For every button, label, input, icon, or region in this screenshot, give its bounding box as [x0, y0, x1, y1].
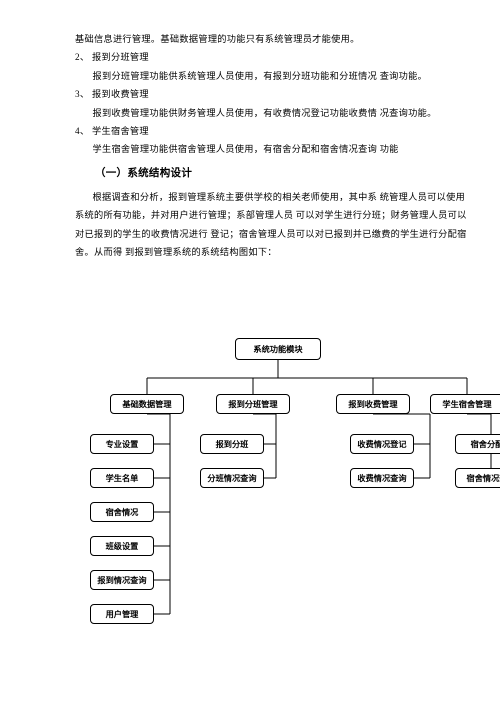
para-5: 根据调查和分析，报到管理系统主要供学校的相关老师使用，其中系 统管理人员可以使用…: [75, 188, 470, 262]
para-4: 学生宿舍管理功能供宿舍管理人员使用，有宿舍分配和宿舍情况查询 功能: [75, 140, 470, 158]
node-a6: 用户管理: [90, 604, 154, 624]
node-a3: 宿舍情况: [90, 502, 154, 522]
para-h4: 4、 学生宿舍管理: [75, 122, 470, 140]
body-text: 基础信息进行管理。基础数据管理的功能只有系统管理员才能使用。 2、 报到分班管理…: [75, 30, 470, 261]
node-d2: 宿舍情况查: [455, 468, 500, 488]
node-b1: 报到分班: [200, 434, 264, 454]
node-a1: 专业设置: [90, 434, 154, 454]
node-m1: 基础数据管理: [110, 394, 184, 414]
node-root: 系统功能模块: [235, 338, 321, 360]
section-heading: （一）系统结构设计: [95, 163, 470, 184]
node-m4: 学生宿舍管理: [430, 394, 500, 414]
node-a2: 学生名单: [90, 468, 154, 488]
para-h2: 2、 报到分班管理: [75, 48, 470, 66]
node-m3: 报到收费管理: [336, 394, 410, 414]
para-h3: 3、 报到收费管理: [75, 85, 470, 103]
para-2: 报到分班管理功能供系统管理人员使用，有报到分班功能和分班情况 查询功能。: [75, 67, 470, 85]
node-b2: 分班情况查询: [200, 468, 264, 488]
para-1: 基础信息进行管理。基础数据管理的功能只有系统管理员才能使用。: [75, 30, 470, 48]
node-d1: 宿舍分配: [455, 434, 500, 454]
para-3: 报到收费管理功能供财务管理人员使用，有收费情况登记功能收费情 况查询功能。: [75, 104, 470, 122]
org-chart: 系统功能模块基础数据管理报到分班管理报到收费管理学生宿舍管理专业设置学生名单宿舍…: [75, 338, 495, 678]
node-m2: 报到分班管理: [216, 394, 290, 414]
node-c2: 收费情况查询: [350, 468, 414, 488]
page: 基础信息进行管理。基础数据管理的功能只有系统管理员才能使用。 2、 报到分班管理…: [0, 0, 500, 708]
node-a5: 报到情况查询: [90, 570, 154, 590]
node-c1: 收费情况登记: [350, 434, 414, 454]
node-a4: 班级设置: [90, 536, 154, 556]
